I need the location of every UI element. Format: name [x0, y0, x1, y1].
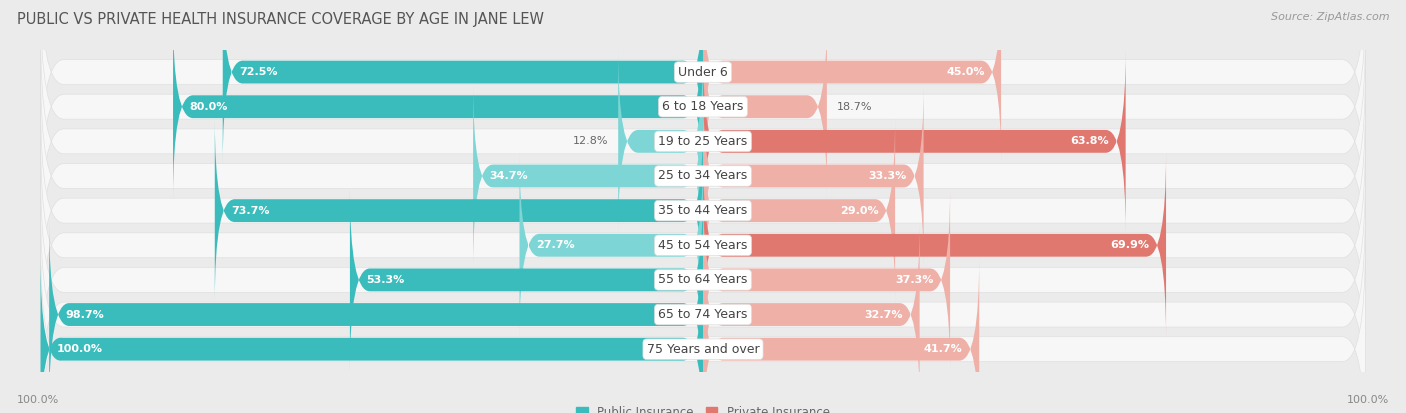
FancyBboxPatch shape	[41, 137, 1365, 354]
FancyBboxPatch shape	[519, 153, 703, 338]
Text: Under 6: Under 6	[678, 66, 728, 78]
Text: 100.0%: 100.0%	[1347, 395, 1389, 405]
Text: 18.7%: 18.7%	[837, 102, 872, 112]
FancyBboxPatch shape	[215, 118, 703, 303]
Text: 75 Years and over: 75 Years and over	[647, 343, 759, 356]
FancyBboxPatch shape	[41, 0, 1365, 216]
FancyBboxPatch shape	[619, 49, 703, 234]
FancyBboxPatch shape	[703, 118, 896, 303]
Legend: Public Insurance, Private Insurance: Public Insurance, Private Insurance	[571, 401, 835, 413]
Text: 12.8%: 12.8%	[572, 136, 609, 146]
Text: 41.7%: 41.7%	[924, 344, 963, 354]
Text: 45.0%: 45.0%	[946, 67, 984, 77]
Text: 37.3%: 37.3%	[896, 275, 934, 285]
FancyBboxPatch shape	[41, 171, 1365, 389]
FancyBboxPatch shape	[703, 49, 1126, 234]
Text: 25 to 34 Years: 25 to 34 Years	[658, 169, 748, 183]
Text: 100.0%: 100.0%	[58, 344, 103, 354]
FancyBboxPatch shape	[41, 257, 703, 413]
FancyBboxPatch shape	[703, 257, 979, 413]
Text: Source: ZipAtlas.com: Source: ZipAtlas.com	[1271, 12, 1389, 22]
Text: 65 to 74 Years: 65 to 74 Years	[658, 308, 748, 321]
FancyBboxPatch shape	[41, 0, 1365, 181]
Text: 6 to 18 Years: 6 to 18 Years	[662, 100, 744, 113]
FancyBboxPatch shape	[41, 33, 1365, 250]
Text: 33.3%: 33.3%	[869, 171, 907, 181]
Text: PUBLIC VS PRIVATE HEALTH INSURANCE COVERAGE BY AGE IN JANE LEW: PUBLIC VS PRIVATE HEALTH INSURANCE COVER…	[17, 12, 544, 27]
FancyBboxPatch shape	[703, 222, 920, 407]
FancyBboxPatch shape	[703, 153, 1166, 338]
Text: 19 to 25 Years: 19 to 25 Years	[658, 135, 748, 148]
FancyBboxPatch shape	[703, 14, 827, 199]
FancyBboxPatch shape	[173, 14, 703, 199]
FancyBboxPatch shape	[222, 0, 703, 164]
Text: 100.0%: 100.0%	[17, 395, 59, 405]
Text: 80.0%: 80.0%	[190, 102, 228, 112]
Text: 27.7%: 27.7%	[536, 240, 575, 250]
Text: 69.9%: 69.9%	[1111, 240, 1150, 250]
FancyBboxPatch shape	[474, 83, 703, 268]
Text: 32.7%: 32.7%	[865, 310, 903, 320]
Text: 34.7%: 34.7%	[489, 171, 529, 181]
Text: 45 to 54 Years: 45 to 54 Years	[658, 239, 748, 252]
Text: 53.3%: 53.3%	[367, 275, 405, 285]
Text: 63.8%: 63.8%	[1070, 136, 1109, 146]
Text: 73.7%: 73.7%	[232, 206, 270, 216]
Text: 98.7%: 98.7%	[66, 310, 104, 320]
FancyBboxPatch shape	[41, 67, 1365, 285]
FancyBboxPatch shape	[49, 222, 703, 407]
FancyBboxPatch shape	[703, 0, 1001, 164]
FancyBboxPatch shape	[41, 102, 1365, 319]
Text: 35 to 44 Years: 35 to 44 Years	[658, 204, 748, 217]
FancyBboxPatch shape	[703, 83, 924, 268]
Text: 55 to 64 Years: 55 to 64 Years	[658, 273, 748, 286]
Text: 29.0%: 29.0%	[839, 206, 879, 216]
Text: 72.5%: 72.5%	[239, 67, 278, 77]
FancyBboxPatch shape	[350, 188, 703, 373]
FancyBboxPatch shape	[41, 240, 1365, 413]
FancyBboxPatch shape	[41, 206, 1365, 413]
FancyBboxPatch shape	[703, 188, 950, 373]
